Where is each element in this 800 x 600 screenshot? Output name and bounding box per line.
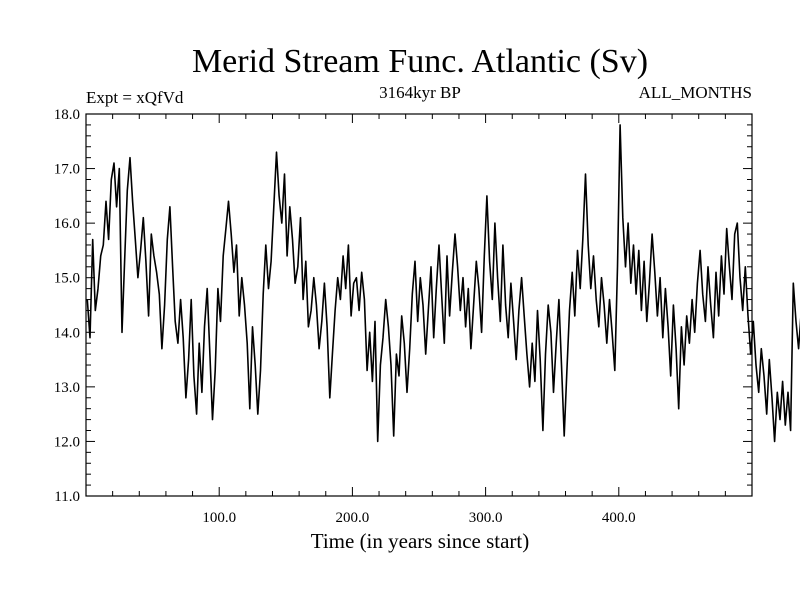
x-tick-label: 400.0 (602, 510, 636, 526)
x-tick-label: 300.0 (469, 510, 503, 526)
experiment-label: Expt = xQfVd (86, 88, 184, 107)
y-tick-label: 14.0 (54, 325, 80, 341)
period-label: 3164kyr BP (379, 83, 461, 102)
chart-title: Merid Stream Func. Atlantic (Sv) (192, 43, 648, 80)
series-line (86, 124, 800, 443)
y-tick-label: 16.0 (54, 216, 80, 232)
x-axis-title: Time (in years since start) (311, 529, 530, 553)
y-axis-labels: 11.0 12.0 13.0 14.0 15.0 16.0 17.0 18.0 (54, 107, 80, 505)
y-tick-label: 11.0 (54, 489, 80, 505)
y-tick-label: 17.0 (54, 162, 80, 178)
plot-frame (85, 113, 753, 497)
months-label: ALL_MONTHS (639, 83, 752, 102)
y-tick-label: 18.0 (54, 107, 80, 123)
x-axis-labels: 100.0 200.0 300.0 400.0 (202, 510, 635, 526)
y-tick-label: 12.0 (54, 434, 80, 450)
x-tick-label: 200.0 (336, 510, 370, 526)
y-tick-label: 15.0 (54, 271, 80, 287)
x-tick-label: 100.0 (202, 510, 236, 526)
y-tick-label: 13.0 (54, 380, 80, 396)
x-axis-ticks (112, 114, 726, 496)
